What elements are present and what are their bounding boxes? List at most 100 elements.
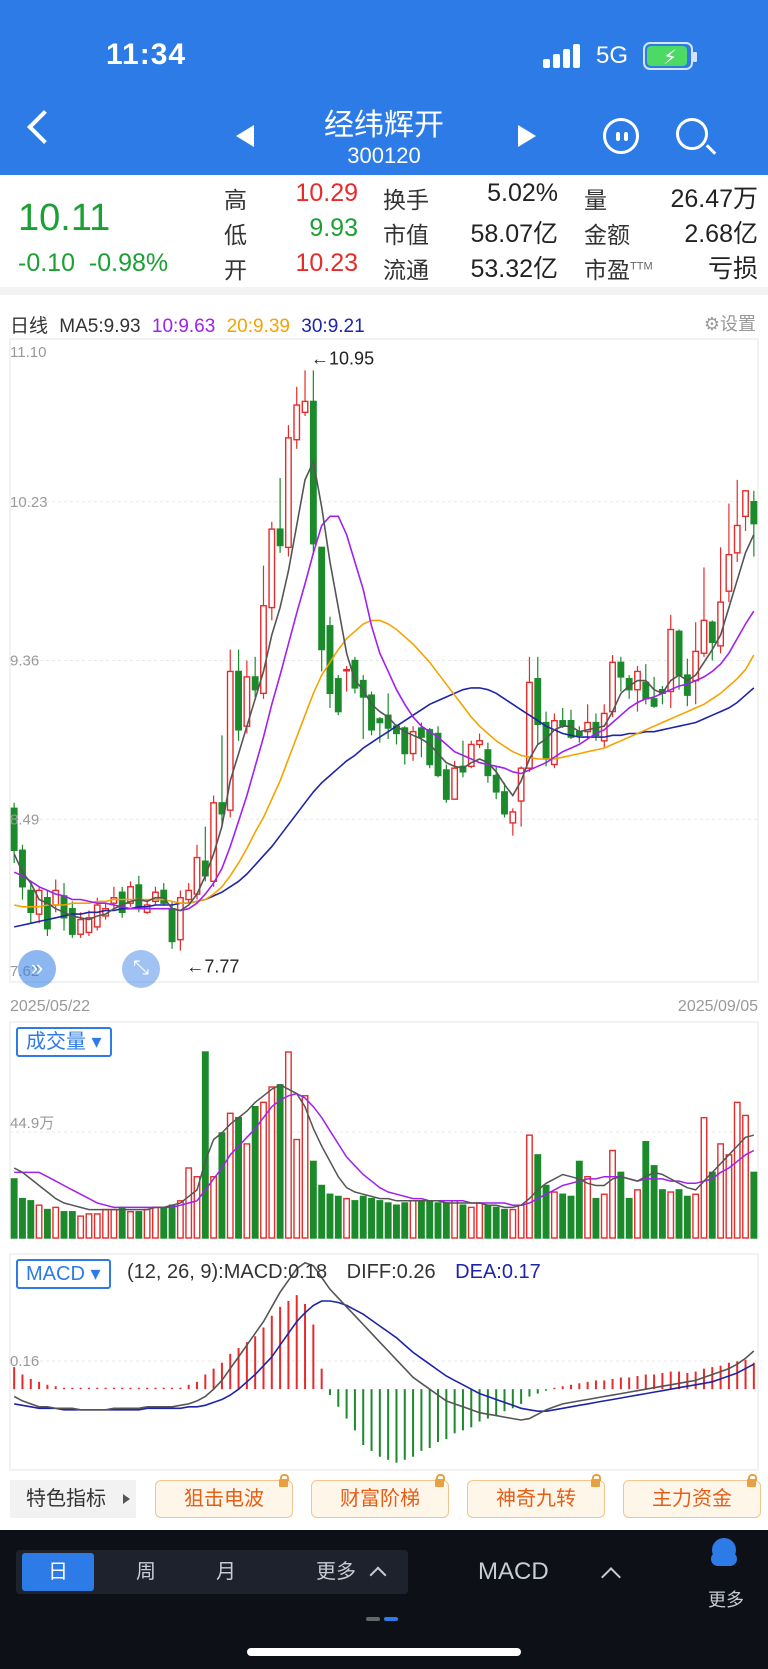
lock-icon bbox=[435, 1474, 445, 1487]
expand-chart-icon[interactable]: » bbox=[18, 950, 56, 988]
next-stock-icon[interactable] bbox=[518, 125, 536, 147]
dea-line bbox=[14, 1300, 755, 1412]
volume-bar bbox=[293, 1138, 301, 1239]
feature-tab-label: 狙击电波 bbox=[184, 1488, 264, 1510]
volume-bar bbox=[442, 1202, 450, 1239]
volume-bar bbox=[484, 1204, 492, 1239]
stock-code: 300120 bbox=[347, 143, 421, 168]
volume-bar bbox=[459, 1204, 467, 1239]
feature-indicators-button[interactable]: 特色指标 bbox=[10, 1480, 136, 1518]
volume-bar bbox=[351, 1200, 359, 1239]
period-month[interactable]: 月 bbox=[216, 1561, 236, 1583]
fullscreen-icon[interactable]: ⤡ bbox=[122, 950, 160, 988]
candle-body bbox=[343, 668, 351, 672]
volume-frame bbox=[9, 1021, 759, 1239]
period-more[interactable]: 更多 bbox=[296, 1550, 404, 1594]
volume-bar bbox=[384, 1202, 392, 1239]
network-type: 5G bbox=[596, 42, 629, 69]
feature-tab-nine[interactable]: 神奇九转 bbox=[467, 1474, 605, 1518]
volume-bar bbox=[750, 1171, 758, 1239]
feature-tab-label: 财富阶梯 bbox=[340, 1488, 420, 1510]
macd-params: (12, 26, 9) bbox=[127, 1261, 219, 1283]
volume-ma-lines bbox=[13, 1083, 755, 1211]
volume-bar bbox=[451, 1200, 459, 1239]
chevron-up-icon[interactable] bbox=[601, 1567, 621, 1587]
macd-select-label: MACD bbox=[26, 1263, 85, 1285]
volume-bar bbox=[625, 1197, 633, 1239]
volume-bar bbox=[700, 1116, 708, 1239]
user-icon[interactable] bbox=[711, 1538, 737, 1566]
feature-tab-capital[interactable]: 主力资金 bbox=[623, 1474, 761, 1518]
volume-bar bbox=[260, 1101, 267, 1239]
volume-bar bbox=[717, 1143, 725, 1239]
volume-bar bbox=[226, 1112, 234, 1239]
volume-bar bbox=[284, 1051, 292, 1239]
stock-name: 经纬辉开 bbox=[324, 109, 444, 142]
indicator-tab[interactable]: MACD bbox=[478, 1558, 549, 1585]
price-ma-lines bbox=[13, 458, 755, 928]
volume-bar bbox=[43, 1208, 51, 1239]
page-dots bbox=[366, 1608, 402, 1626]
candle-body bbox=[417, 727, 425, 738]
volume-bar bbox=[584, 1176, 592, 1239]
volume-bar bbox=[318, 1184, 326, 1239]
open-value: 10.23 bbox=[295, 249, 358, 277]
volume-bar bbox=[376, 1200, 384, 1239]
volume-indicator-select[interactable]: 成交量 ▾ bbox=[16, 1027, 112, 1057]
prev-stock-icon[interactable] bbox=[236, 125, 254, 147]
candle-body bbox=[725, 553, 733, 592]
feature-tab-sniper[interactable]: 狙击电波 bbox=[155, 1474, 293, 1518]
volume-select-label: 成交量 bbox=[26, 1031, 86, 1053]
volume-bar bbox=[35, 1204, 43, 1239]
volume-ma5-line bbox=[13, 1083, 754, 1211]
candle-body bbox=[750, 501, 758, 525]
period-day[interactable]: 日 bbox=[22, 1553, 94, 1591]
volume-bar bbox=[426, 1200, 434, 1239]
period-week[interactable]: 周 bbox=[136, 1561, 156, 1583]
candle-body bbox=[27, 889, 35, 914]
candle-body bbox=[384, 714, 392, 729]
candle-body bbox=[160, 889, 168, 904]
app-header: 11:34 5G ⚡ 经纬辉开 300120 bbox=[0, 0, 768, 175]
volume-bar bbox=[509, 1208, 517, 1239]
volume-value: 26.47万 bbox=[670, 185, 758, 213]
low-label: 低 bbox=[224, 222, 247, 248]
macd-lines bbox=[13, 1261, 755, 1421]
volume-tick-label: 44.9万 bbox=[10, 1115, 54, 1132]
period-label: 日线 bbox=[10, 316, 49, 337]
lock-icon bbox=[279, 1474, 289, 1487]
bottom-toolbar: 日 周 月 更多 MACD 更多 bbox=[0, 1530, 768, 1669]
volume-grid: 44.9万 bbox=[9, 1021, 759, 1239]
candle-body bbox=[19, 849, 26, 888]
candle-body bbox=[118, 891, 126, 914]
candle-body bbox=[376, 718, 384, 724]
volume-bar bbox=[617, 1171, 625, 1239]
diff-value: DIFF:0.26 bbox=[346, 1261, 436, 1283]
candle-body bbox=[10, 807, 18, 851]
candle-body bbox=[226, 670, 234, 811]
chat-icon[interactable] bbox=[603, 118, 639, 154]
ma5-value: MA5:9.93 bbox=[59, 316, 141, 337]
candle-body bbox=[77, 918, 85, 935]
candle-body bbox=[176, 897, 184, 941]
min-price-marker: ←7.77 bbox=[186, 957, 239, 977]
macd-indicator-select[interactable]: MACD ▾ bbox=[16, 1259, 111, 1289]
candle-body bbox=[68, 907, 76, 935]
macd-grid: 0.16 bbox=[9, 1253, 759, 1471]
volume-bar bbox=[68, 1211, 76, 1239]
low-value: 9.93 bbox=[309, 214, 358, 242]
feature-tab-wealth[interactable]: 财富阶梯 bbox=[311, 1474, 449, 1518]
candle-body bbox=[276, 528, 284, 547]
more-label[interactable]: 更多 bbox=[708, 1590, 744, 1610]
candle-body bbox=[526, 681, 533, 769]
volume-bar bbox=[517, 1204, 525, 1239]
macd-tick-label: 0.16 bbox=[10, 1353, 39, 1370]
search-icon[interactable] bbox=[676, 118, 708, 150]
volume-bar bbox=[409, 1200, 417, 1239]
ma-legend: 日线 MA5:9.93 10:9.63 20:9.39 30:9.21 bbox=[10, 311, 371, 338]
candle-body bbox=[260, 605, 267, 695]
chart-settings-button[interactable]: ⚙设置 bbox=[704, 310, 756, 336]
volume-bar bbox=[393, 1204, 400, 1239]
candle-body bbox=[501, 791, 508, 815]
